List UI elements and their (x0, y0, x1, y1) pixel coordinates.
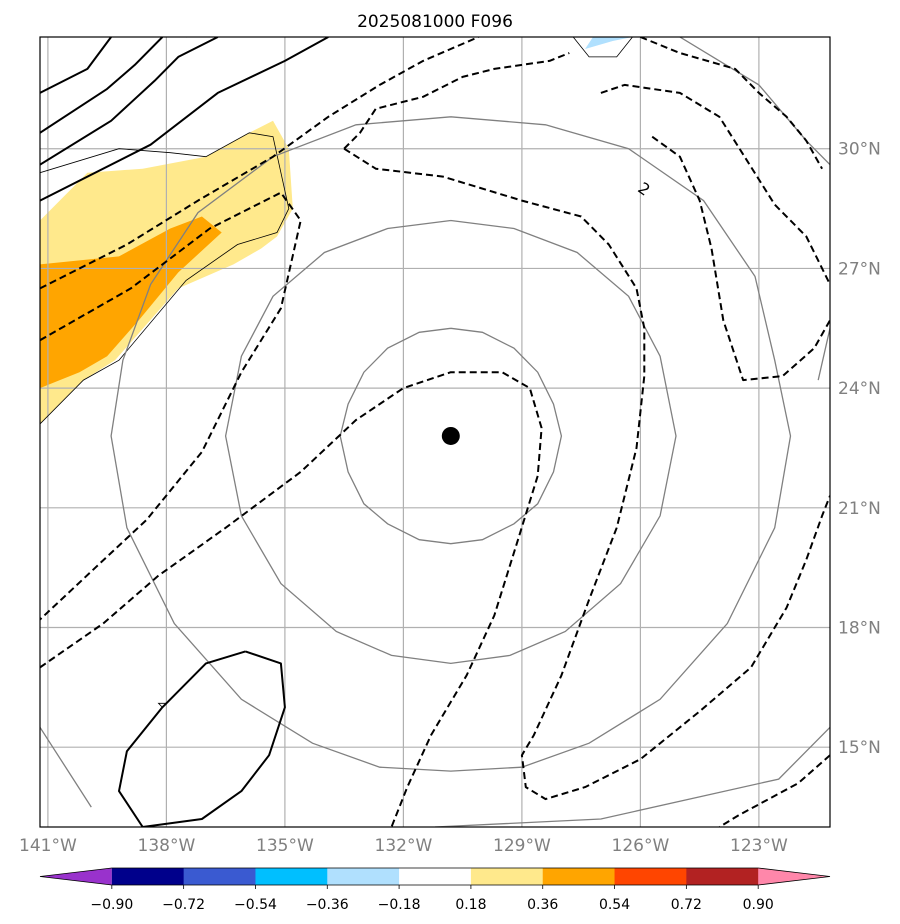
solid-contour-0 (40, 37, 112, 94)
lon-tick-label-4: 129°W (493, 836, 551, 856)
lon-tick-label-0: 141°W (19, 836, 77, 856)
colorbar-tick-label-2: −0.54 (234, 897, 277, 913)
colorbar-extend-high (758, 868, 830, 885)
colorbar-tick-label-6: 0.36 (527, 897, 558, 913)
thin-outline-2 (157, 702, 167, 708)
center-dot (441, 426, 460, 445)
dashed-contour-8 (718, 754, 830, 827)
colorbar-segment-7 (542, 868, 616, 885)
plot-frame (39, 36, 831, 828)
lat-tick-label-0: 30°N (838, 140, 881, 160)
colorbar-tick-label-8: 0.72 (671, 897, 702, 913)
colorbar-tick-label-1: −0.72 (162, 897, 205, 913)
thin-outline-0 (40, 132, 290, 425)
dashed-contour-0 (40, 37, 479, 290)
dashed-contour-3 (640, 37, 823, 170)
lat-tick-label-1: 27°N (838, 259, 881, 279)
dashed-contour-4 (343, 52, 570, 150)
lon-tick-label-6: 123°W (730, 836, 788, 856)
lat-tick-label-3: 21°N (838, 499, 881, 519)
map-plot-area: 2 (40, 37, 830, 827)
dashed-contour-5 (343, 147, 830, 801)
colorbar (39, 867, 831, 886)
shaded-region-1 (40, 216, 222, 389)
lat-tick-label-4: 18°N (838, 619, 881, 639)
colorbar-tick-label-0: −0.90 (90, 897, 133, 913)
colorbar-tick-labels: −0.90 −0.72 −0.54 −0.36 −0.18 0.18 0.36 0.54 0.7… (90, 885, 774, 913)
dashed-contour-6 (600, 83, 830, 285)
colorbar-segment-3 (255, 868, 328, 885)
range-ring-1 (224, 219, 677, 665)
thin-outline-1 (572, 37, 633, 58)
colorbar-tick-label-9: 0.90 (743, 897, 774, 913)
colorbar-tick-label-7: 0.54 (599, 897, 630, 913)
colorbar-segment-9 (686, 868, 759, 885)
dashed-contour-1 (40, 191, 302, 621)
latitude-tick-labels: 30°N 27°N 24°N 21°N 18°N 15°N (838, 140, 881, 758)
colorbar-segment-1 (111, 868, 185, 885)
storm-center-marker (441, 426, 460, 445)
solid-contour-3 (40, 37, 329, 202)
dashed-contour-2 (40, 371, 543, 827)
colorbar-segment-8 (614, 868, 687, 885)
range-ring-4 (434, 726, 830, 827)
dashed-contours (40, 37, 830, 827)
colorbar-segment-5 (399, 868, 472, 885)
lat-lon-gridlines (40, 37, 830, 827)
thin-shading-outlines (40, 37, 633, 708)
colorbar-segment-6 (470, 868, 544, 885)
colorbar-tick-label-3: −0.36 (306, 897, 349, 913)
colorbar-extend-low (40, 868, 112, 885)
range-ring-5 (40, 725, 92, 808)
colorbar-segment-2 (183, 868, 256, 885)
lon-tick-label-5: 126°W (612, 836, 670, 856)
lon-tick-label-3: 132°W (375, 836, 433, 856)
solid-contour-1 (40, 37, 164, 134)
chart-title: 2025081000 F096 (357, 12, 513, 32)
longitude-tick-labels: 141°W 138°W 135°W 132°W 129°W 126°W 123°W (19, 836, 788, 856)
lat-tick-label-5: 15°N (838, 738, 881, 758)
solid-contour-2 (40, 37, 219, 166)
solid-contour-4 (118, 650, 286, 827)
range-rings (40, 37, 830, 827)
lon-tick-label-2: 135°W (256, 836, 314, 856)
lat-tick-label-2: 24°N (838, 379, 881, 399)
solid-contours (40, 37, 329, 827)
colorbar-tick-label-4: −0.18 (378, 897, 421, 913)
range-ring-0 (339, 327, 563, 545)
range-ring-3 (186, 37, 190, 38)
shaded-region-2 (585, 37, 633, 49)
dashed-contour-7 (651, 135, 830, 382)
colorbar-segment-4 (327, 868, 400, 885)
range-ring-7 (817, 328, 830, 381)
colorbar-tick-label-5: 0.18 (455, 897, 486, 913)
lon-tick-label-1: 138°W (138, 836, 196, 856)
range-ring-2 (110, 116, 792, 772)
range-ring-6 (679, 37, 830, 166)
